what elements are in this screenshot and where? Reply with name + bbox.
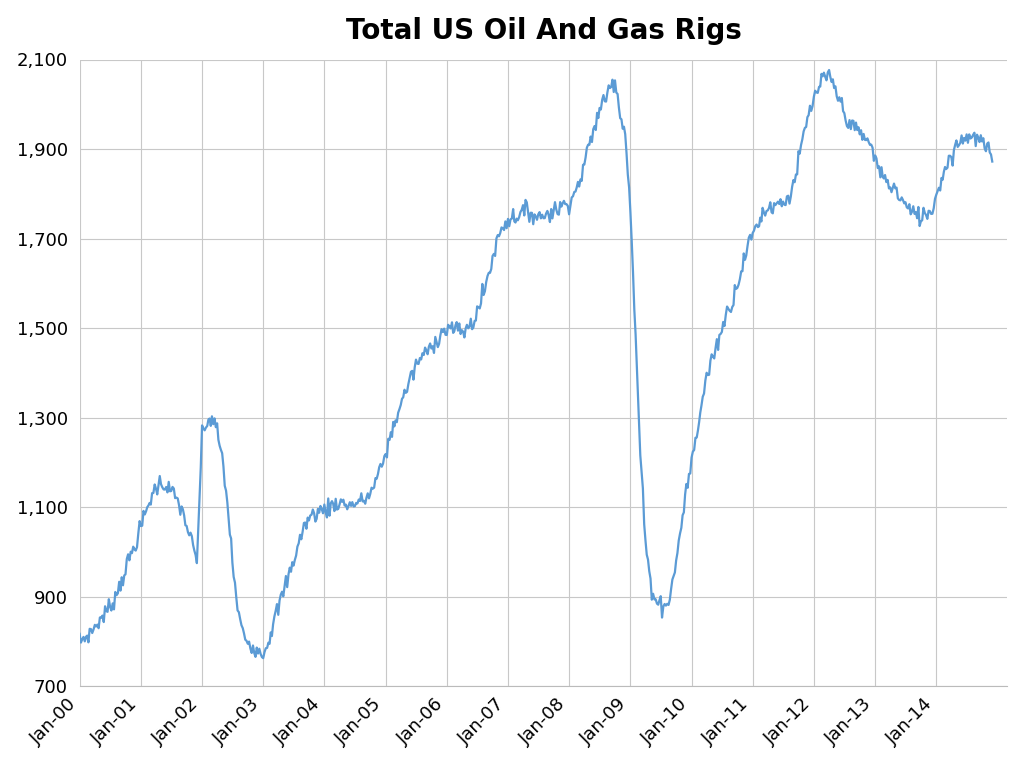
Title: Total US Oil And Gas Rigs: Total US Oil And Gas Rigs bbox=[345, 17, 741, 44]
